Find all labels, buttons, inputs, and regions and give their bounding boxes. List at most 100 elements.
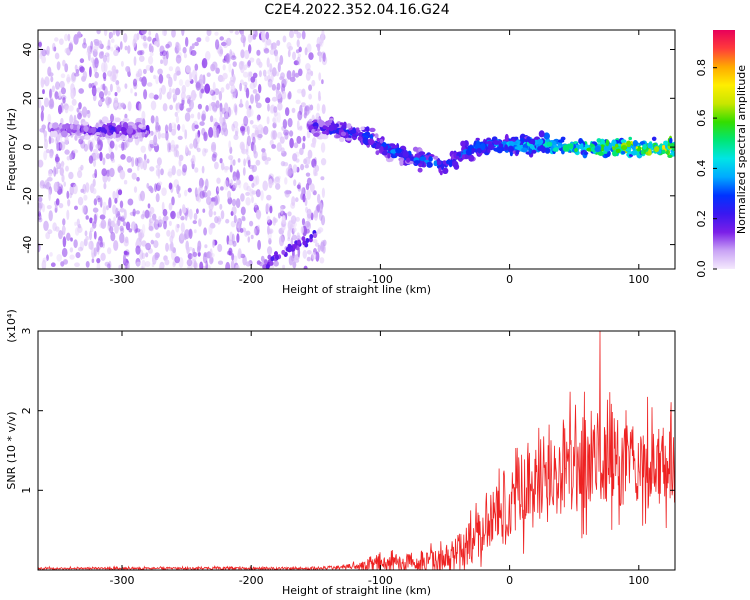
noise-cell: [135, 228, 141, 233]
noise-cell: [274, 176, 281, 186]
noise-cell: [209, 222, 216, 229]
noise-cell: [150, 130, 154, 136]
noise-cell: [318, 72, 322, 81]
noise-cell: [251, 196, 254, 204]
signal-cell: [109, 130, 115, 133]
noise-cell: [141, 259, 146, 269]
noise-cell: [196, 208, 199, 214]
noise-cell: [172, 88, 176, 94]
noise-cell: [319, 210, 323, 221]
signal-cell: [145, 127, 150, 131]
noise-cell: [305, 183, 310, 191]
noise-cell: [286, 70, 292, 80]
noise-cell: [96, 195, 101, 200]
noise-cell: [161, 50, 167, 56]
noise-cell: [153, 240, 159, 249]
noise-cell: [69, 247, 74, 253]
noise-cell: [200, 88, 204, 94]
noise-cell: [96, 87, 101, 93]
chart-title: C2E4.2022.352.04.16.G24: [264, 2, 450, 18]
noise-cell: [140, 266, 144, 269]
noise-cell: [114, 144, 118, 151]
noise-cell: [141, 240, 147, 247]
x-tick-label: -300: [110, 273, 135, 286]
noise-cell: [273, 260, 279, 267]
noise-cell: [168, 76, 173, 88]
signal-cell: [552, 147, 557, 152]
noise-cell: [202, 208, 206, 213]
signal-cell: [648, 148, 652, 156]
noise-cell: [71, 98, 77, 106]
signal-cell: [632, 140, 639, 147]
x-tick-label: 100: [628, 574, 649, 587]
noise-cell: [105, 153, 111, 160]
noise-cell: [56, 162, 62, 170]
noise-cell: [311, 79, 316, 87]
noise-cell: [269, 205, 273, 214]
noise-cell: [249, 188, 254, 197]
noise-cell: [296, 135, 302, 144]
noise-cell: [114, 92, 118, 97]
noise-cell: [147, 203, 151, 209]
noise-cell: [271, 42, 277, 50]
noise-cell: [192, 220, 197, 225]
noise-cell: [316, 203, 321, 212]
noise-cell: [220, 162, 225, 171]
noise-cell: [164, 259, 170, 266]
noise-cell: [190, 50, 197, 56]
noise-cell: [157, 68, 163, 75]
noise-cell: [143, 89, 148, 100]
noise-cell: [169, 235, 174, 244]
signal-cell: [647, 142, 653, 149]
noise-cell: [268, 238, 272, 245]
noise-cell: [320, 33, 324, 44]
noise-cell: [89, 227, 94, 233]
noise-cell: [80, 135, 86, 140]
noise-cell: [317, 227, 324, 233]
noise-cell: [69, 192, 73, 199]
noise-cell: [98, 51, 104, 59]
signal-cell: [70, 123, 74, 130]
signal-cell: [615, 143, 619, 148]
noise-cell: [131, 156, 135, 168]
noise-cell: [77, 196, 84, 206]
signal-cell: [116, 126, 122, 131]
noise-cell: [102, 157, 106, 166]
noise-cell: [228, 140, 232, 149]
noise-cell: [83, 205, 88, 215]
signal-cell: [580, 143, 584, 150]
noise-cell: [219, 115, 224, 125]
noise-cell: [183, 53, 187, 59]
noise-cell: [292, 261, 297, 269]
noise-cell: [286, 42, 292, 50]
noise-cell: [316, 103, 320, 112]
noise-cell: [120, 154, 126, 160]
noise-cell: [293, 30, 299, 35]
noise-cell: [141, 252, 146, 259]
noise-cell: [223, 180, 229, 191]
band-cell: [292, 243, 297, 249]
noise-cell: [247, 60, 251, 67]
noise-cell: [119, 232, 125, 244]
noise-cell: [193, 229, 197, 234]
signal-cell: [538, 130, 545, 138]
noise-cell: [197, 112, 201, 120]
noise-cell: [51, 85, 56, 93]
noise-cell: [214, 31, 219, 36]
noise-cell: [302, 249, 307, 259]
noise-cell: [50, 76, 54, 83]
signal-cell: [382, 142, 387, 148]
noise-cell: [307, 149, 313, 159]
noise-cell: [293, 142, 299, 149]
noise-cell: [127, 168, 133, 173]
noise-cell: [165, 216, 169, 221]
signal-cell: [375, 150, 380, 156]
noise-cell: [253, 228, 257, 236]
signal-cell: [504, 144, 508, 151]
noise-cell: [269, 105, 276, 114]
noise-cell: [173, 123, 177, 134]
noise-cell: [116, 86, 121, 93]
noise-cell: [231, 206, 237, 216]
noise-cell: [305, 71, 311, 81]
noise-cell: [197, 103, 202, 110]
